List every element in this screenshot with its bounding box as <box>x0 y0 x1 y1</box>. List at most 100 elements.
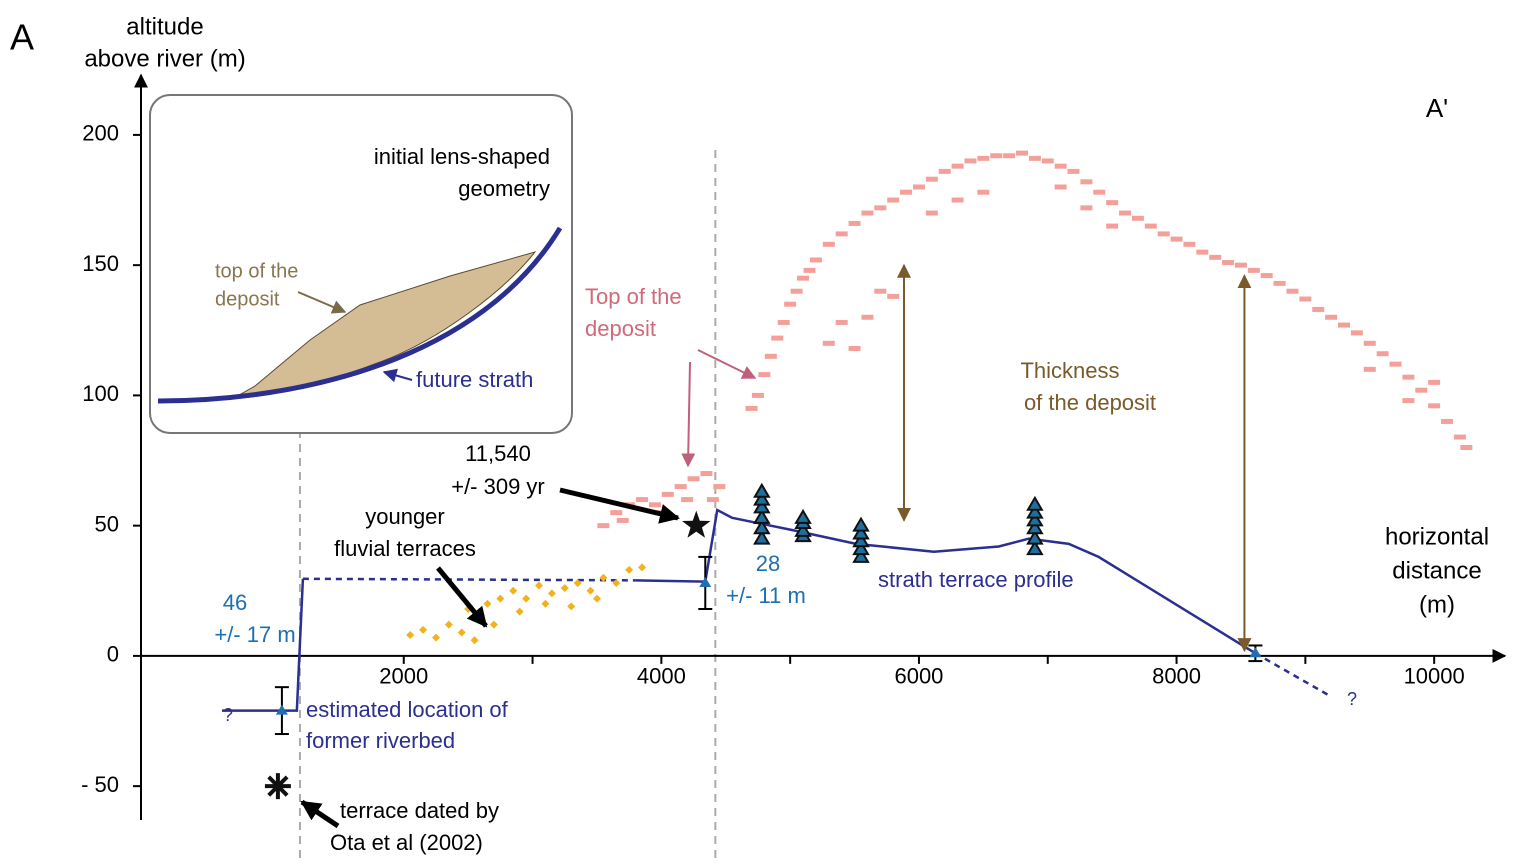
annotation: Thickness <box>1020 358 1119 383</box>
annotation: strath terrace profile <box>878 567 1074 592</box>
deposit-point <box>977 155 990 161</box>
terrace-point <box>625 565 634 574</box>
annotation: ? <box>1347 689 1357 709</box>
strath-point <box>1026 540 1044 556</box>
terrace-point <box>444 620 453 629</box>
deposit-point <box>809 257 822 263</box>
deposit-point <box>848 220 861 226</box>
deposit-point <box>700 471 713 477</box>
deposit-point <box>861 210 874 216</box>
deposit-point <box>1119 210 1132 216</box>
deposit-point <box>1041 158 1054 164</box>
x-axis-label: distance <box>1392 557 1481 584</box>
y-tick-label: 200 <box>82 121 119 146</box>
deposit-point <box>1402 374 1415 380</box>
strath-point <box>1026 511 1044 527</box>
inset-label: future strath <box>416 367 533 392</box>
x-tick-label: 8000 <box>1152 664 1201 689</box>
y-tick-label: 150 <box>82 251 119 276</box>
deposit-point <box>681 497 694 503</box>
deposit-point <box>758 372 771 378</box>
deposit-point <box>1003 153 1016 159</box>
deposit-point <box>1441 418 1454 424</box>
deposit-point <box>1299 296 1312 302</box>
strath-point <box>753 498 771 514</box>
deposit-point <box>648 502 661 508</box>
deposit-point <box>1363 366 1376 372</box>
arrow <box>436 566 488 628</box>
deposit-point <box>803 267 816 273</box>
deposit-point <box>1106 223 1119 229</box>
deposit-point <box>1247 267 1260 273</box>
profile-line <box>635 508 1257 655</box>
terrace-point <box>457 628 466 637</box>
deposit-point <box>1015 150 1028 156</box>
y-tick-label: 0 <box>107 642 119 667</box>
deposit-point <box>1196 249 1209 255</box>
y-axis-label: altitude <box>126 13 203 40</box>
annotation: 28 <box>756 551 780 576</box>
annotation: estimated location of <box>306 697 509 722</box>
terrace-point <box>638 563 647 572</box>
terrace-point <box>573 578 582 587</box>
arrow <box>559 487 680 524</box>
y-axis-label: above river (m) <box>84 45 245 72</box>
deposit-point <box>1389 361 1402 367</box>
terrace-point <box>522 594 531 603</box>
deposit-point <box>1325 314 1338 320</box>
strath-point <box>1026 503 1044 519</box>
strath-point <box>1026 495 1044 511</box>
terrace-point <box>483 599 492 608</box>
inset: initial lens-shaped geometry top of the … <box>149 94 573 434</box>
deposit-point <box>1428 403 1441 409</box>
deposit-point <box>1209 254 1222 260</box>
deposit-point <box>771 335 784 341</box>
deposit-point <box>1363 340 1376 346</box>
deposit-point <box>1067 168 1080 174</box>
arrow <box>382 368 413 383</box>
profile-line <box>302 577 636 582</box>
annotation: +/- 17 m <box>214 622 295 647</box>
deposit-point <box>1260 273 1273 279</box>
terrace-point <box>489 620 498 629</box>
strath-point <box>794 521 812 537</box>
x-tick-label: 10000 <box>1404 664 1465 689</box>
x-axis-label: horizontal <box>1385 523 1489 550</box>
error-center <box>275 704 288 715</box>
deposit-point <box>835 319 848 325</box>
y-tick-label: 50 <box>95 511 119 536</box>
terrace-point <box>586 586 595 595</box>
deposit-point <box>1453 434 1466 440</box>
deposit-point <box>616 517 629 523</box>
deposit-point <box>1460 445 1473 450</box>
deposit-point <box>951 197 964 203</box>
strath-point <box>753 529 771 545</box>
terrace-point <box>560 584 569 593</box>
deposit-point <box>1093 189 1106 195</box>
terrace-point <box>406 631 415 640</box>
terrace-point <box>515 607 524 616</box>
terrace-point <box>612 578 621 587</box>
deposit-point <box>1222 260 1235 266</box>
inset-label: deposit <box>215 288 280 310</box>
terrace-point <box>547 589 556 598</box>
deposit-point <box>1350 330 1363 336</box>
arrow <box>681 361 696 468</box>
deposit-point <box>1376 351 1389 357</box>
inset-label: top of the <box>215 260 298 282</box>
deposit-point <box>661 491 674 497</box>
strath-point <box>852 524 870 540</box>
profile-line <box>222 578 305 712</box>
annotation: Ota et al (2002) <box>330 830 483 855</box>
arrow <box>697 349 757 379</box>
terrace-point <box>431 633 440 642</box>
deposit-point <box>977 189 990 195</box>
deposit-point <box>1054 163 1067 169</box>
strath-point <box>852 547 870 563</box>
inset-box <box>149 94 573 434</box>
deposit-point <box>1170 236 1183 242</box>
error-bar <box>274 686 289 736</box>
deposit-point <box>938 168 951 174</box>
deposit-point <box>822 340 835 346</box>
deposit-point <box>925 176 938 182</box>
